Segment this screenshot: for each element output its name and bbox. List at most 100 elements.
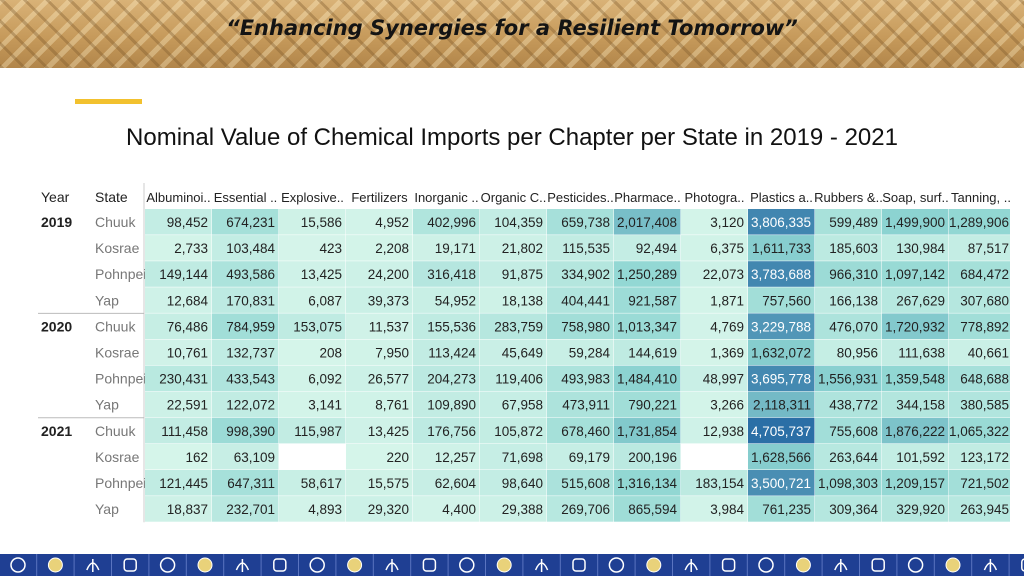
heatmap-cell xyxy=(882,391,949,418)
heatmap-cell xyxy=(145,470,212,496)
state-label: Pohnpei xyxy=(95,371,146,387)
heatmap-cell xyxy=(346,470,413,496)
heatmap-value-label: 1,499,900 xyxy=(885,215,945,230)
heatmap-value-label: 1,876,222 xyxy=(885,424,945,439)
heatmap-value-label: 1,289,906 xyxy=(949,215,1009,230)
heatmap-value-label: 755,608 xyxy=(829,424,878,439)
heatmap-cell xyxy=(815,417,882,444)
leaf-icon xyxy=(385,559,399,572)
heatmap-cell xyxy=(413,313,480,339)
year-label: 2019 xyxy=(41,214,72,230)
fish-icon xyxy=(758,557,774,573)
heatmap-value-label: 170,831 xyxy=(226,293,275,308)
heatmap-cell xyxy=(480,443,547,470)
heatmap-cell xyxy=(815,443,882,470)
state-label: Yap xyxy=(95,501,119,517)
heatmap-cell xyxy=(547,209,614,235)
heatmap-value-label: 113,424 xyxy=(428,346,476,361)
state-label: Chuuk xyxy=(95,214,136,230)
heatmap-value-label: 208 xyxy=(319,346,342,361)
heatmap-cell xyxy=(949,287,1010,313)
heatmap-cell xyxy=(346,261,413,287)
heatmap-cell xyxy=(547,261,614,287)
heatmap-value-label: 758,980 xyxy=(561,319,610,334)
heatmap-value-label: 69,179 xyxy=(569,450,610,465)
heatmap-value-label: 98,452 xyxy=(167,215,208,230)
heatmap-value-label: 659,738 xyxy=(561,215,610,230)
heatmap-cell xyxy=(748,470,815,496)
heatmap-cell xyxy=(480,209,547,235)
heatmap-value-label: 316,418 xyxy=(427,267,476,282)
emblem-icon xyxy=(795,557,811,573)
heatmap-cell xyxy=(346,339,413,366)
heatmap-value-label: 307,680 xyxy=(960,293,1009,308)
heatmap-cell xyxy=(279,391,346,418)
heatmap-cell xyxy=(614,261,681,287)
heatmap-value-label: 109,890 xyxy=(427,398,476,413)
heatmap-value-label: 29,388 xyxy=(502,502,543,517)
heatmap-cell xyxy=(614,443,681,470)
year-label: 2020 xyxy=(41,318,72,334)
row-header-label: Year xyxy=(41,189,70,205)
heatmap-value-label: 87,517 xyxy=(968,241,1009,256)
heatmap-value-label: 149,144 xyxy=(159,267,208,282)
heatmap-cell xyxy=(949,391,1010,418)
heatmap-cell xyxy=(614,417,681,444)
heatmap-value-label: 21,802 xyxy=(502,241,543,256)
heatmap-table: Year State Albuminoi.. Essential .. Explosiv… xyxy=(38,183,1010,523)
heatmap-value-label: 12,257 xyxy=(435,450,476,465)
heatmap-value-label: 334,902 xyxy=(561,267,610,282)
heatmap-cell xyxy=(279,209,346,235)
heatmap-value-label: 91,875 xyxy=(502,267,543,282)
heatmap-cell xyxy=(212,339,279,366)
heatmap-cell xyxy=(547,287,614,313)
heatmap-value-label: 678,460 xyxy=(561,424,610,439)
leaf-icon xyxy=(235,559,250,572)
heatmap-value-label: 132,737 xyxy=(226,346,275,361)
heatmap-cell xyxy=(480,287,547,313)
heatmap-value-label: 6,375 xyxy=(710,241,744,256)
heatmap-cell xyxy=(949,365,1010,392)
leaf-icon xyxy=(834,559,848,572)
heatmap-cell xyxy=(681,470,748,496)
heatmap-cell xyxy=(480,417,547,444)
heatmap-cell xyxy=(480,365,547,392)
heatmap-cell xyxy=(815,496,882,522)
state-label: Chuuk xyxy=(95,423,136,439)
heatmap-value-label: 473,911 xyxy=(562,398,610,413)
heatmap-cell xyxy=(748,496,815,522)
heatmap-value-label: 438,772 xyxy=(829,398,878,413)
heatmap-value-label: 98,640 xyxy=(502,476,543,491)
fish-icon xyxy=(10,557,26,573)
heatmap-value-label: 3,806,335 xyxy=(751,215,811,230)
heatmap-cell xyxy=(882,365,949,392)
heatmap-cell xyxy=(212,313,279,339)
heatmap-cell xyxy=(279,417,346,444)
heatmap-cell xyxy=(547,339,614,366)
heatmap-value-label: 2,118,311 xyxy=(753,398,811,413)
header-banner: “Enhancing Synergies for a Resilient Tom… xyxy=(0,0,1024,68)
heatmap-value-label: 121,445 xyxy=(159,476,208,491)
heatmap-value-label: 1,316,134 xyxy=(617,476,678,491)
heatmap-value-label: 476,070 xyxy=(829,319,878,334)
heatmap-value-label: 309,364 xyxy=(829,502,878,517)
emblem-icon xyxy=(47,557,63,573)
column-header-label: Albuminoi.. xyxy=(146,190,210,205)
heatmap-cell xyxy=(480,496,547,522)
heatmap-value-label: 380,585 xyxy=(960,398,1009,413)
heatmap-cell xyxy=(882,496,949,522)
state-label: Yap xyxy=(95,292,119,308)
heatmap-value-label: 966,310 xyxy=(829,267,878,282)
heatmap-cell xyxy=(145,391,212,418)
heatmap-cell xyxy=(279,443,346,470)
column-header-label: Essential .. xyxy=(214,190,278,205)
heatmap-cell xyxy=(413,391,480,418)
heatmap-cell xyxy=(949,339,1010,366)
heatmap-cell xyxy=(145,443,212,470)
heatmap-value-label: 433,543 xyxy=(226,372,275,387)
heatmap-value-label: 19,171 xyxy=(435,241,476,256)
emblem-icon xyxy=(945,557,961,573)
heatmap-cell xyxy=(145,287,212,313)
heatmap-cell xyxy=(882,443,949,470)
heatmap-value-label: 200,196 xyxy=(628,450,677,465)
